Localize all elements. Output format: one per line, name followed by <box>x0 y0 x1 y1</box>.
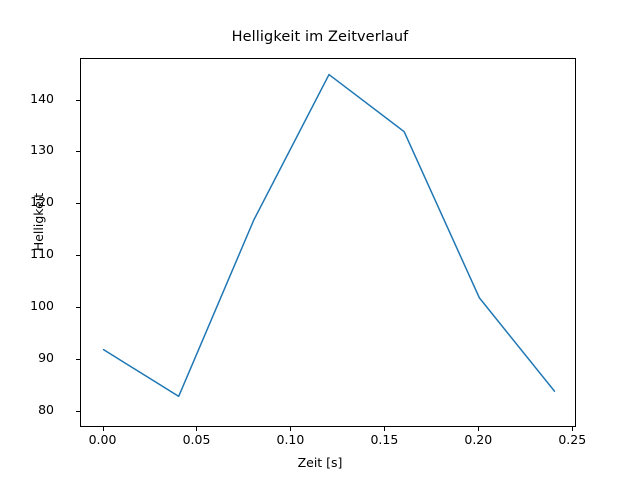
x-tick-mark <box>384 427 386 431</box>
data-line-plot <box>102 73 556 398</box>
x-tick-mark <box>102 427 104 431</box>
y-tick-label: 100 <box>30 298 54 314</box>
y-tick-label: 140 <box>30 90 54 106</box>
x-tick-label: 0.05 <box>182 432 211 447</box>
x-tick-label: 0.20 <box>464 432 493 447</box>
chart-title: Helligkeit im Zeitverlauf <box>231 29 409 45</box>
series-line-helligkeit <box>102 73 556 398</box>
y-tick-mark <box>76 410 80 412</box>
x-tick-label: 0.25 <box>558 432 587 447</box>
y-tick-mark <box>76 203 80 205</box>
y-tick-mark <box>76 307 80 309</box>
x-tick-label: 0.00 <box>88 432 117 447</box>
x-tick-label: 0.10 <box>276 432 305 447</box>
y-tick-label: 120 <box>30 194 54 210</box>
x-tick-mark <box>572 427 574 431</box>
y-tick-label: 130 <box>30 142 54 158</box>
y-tick-label: 90 <box>38 350 54 365</box>
x-tick-mark <box>290 427 292 431</box>
y-tick-mark <box>76 151 80 153</box>
y-tick-mark <box>76 255 80 257</box>
plot-axes-area <box>80 58 576 427</box>
x-tick-mark <box>196 427 198 431</box>
x-tick-mark <box>478 427 480 431</box>
x-tick-label: 0.15 <box>370 432 399 447</box>
y-tick-mark <box>76 99 80 101</box>
y-tick-mark <box>76 359 80 360</box>
x-axis-label: Zeit [s] <box>297 455 343 470</box>
y-tick-label: 110 <box>30 246 54 262</box>
y-tick-label: 80 <box>38 401 54 417</box>
